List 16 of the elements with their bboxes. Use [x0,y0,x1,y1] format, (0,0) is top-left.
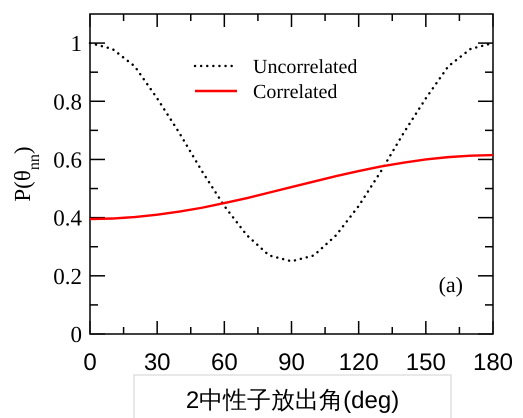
legend-label: Correlated [253,81,338,103]
y-tick-label: 0.6 [53,147,82,172]
y-tick-label: 0 [70,322,82,347]
legend-label: Uncorrelated [253,56,358,78]
y-tick-label: 0.2 [53,264,82,289]
y-tick-label: 0.8 [53,89,82,114]
x-tick-label: 30 [144,349,171,376]
x-axis-title: 2中性子放出角(deg) [186,387,400,414]
y-tick-label: 0.4 [53,206,82,231]
x-tick-label: 60 [210,349,238,376]
x-tick-label: 180 [472,349,514,376]
x-tick-label: 120 [338,349,379,376]
y-tick-label: 1 [70,31,82,56]
x-tick-label: 150 [406,349,446,376]
annotation: (a) [438,272,463,297]
x-tick-label: 90 [278,349,305,376]
